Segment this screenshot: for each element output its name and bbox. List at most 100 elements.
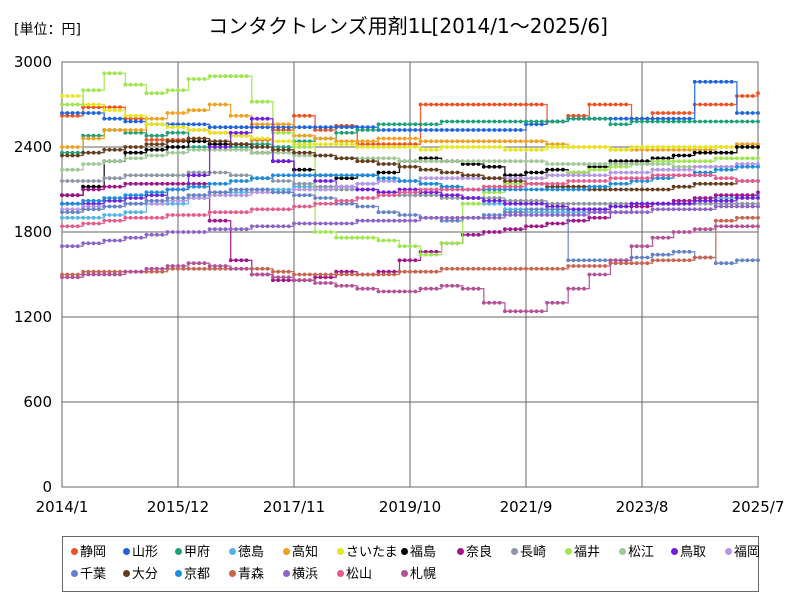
legend-marker-icon	[671, 548, 678, 555]
data-point	[666, 159, 671, 164]
data-point	[213, 264, 217, 268]
data-point	[91, 136, 96, 141]
data-point	[434, 139, 439, 144]
data-point	[497, 187, 502, 192]
data-point	[392, 156, 397, 161]
data-point	[539, 210, 544, 215]
data-point	[413, 179, 418, 183]
data-point	[750, 111, 755, 115]
data-point	[603, 145, 607, 149]
data-point	[460, 119, 465, 124]
data-point	[597, 116, 602, 121]
data-point	[318, 128, 323, 132]
data-point	[271, 147, 275, 152]
data-point	[202, 108, 207, 113]
data-point	[228, 210, 233, 215]
data-point	[682, 207, 687, 212]
data-point	[360, 286, 365, 291]
data-point	[471, 196, 476, 200]
data-point	[176, 213, 180, 217]
data-point	[371, 272, 375, 277]
data-point	[318, 201, 323, 206]
data-point	[666, 187, 671, 192]
data-point	[497, 230, 502, 234]
data-point	[344, 272, 349, 277]
y-tick-label: 3000	[14, 53, 52, 71]
data-point	[423, 249, 428, 254]
data-point	[292, 145, 296, 149]
data-point	[223, 125, 228, 130]
data-point	[650, 173, 655, 178]
data-point	[418, 269, 423, 274]
data-point	[476, 187, 481, 192]
data-point	[745, 145, 750, 149]
data-point	[202, 170, 207, 175]
data-point	[708, 255, 713, 260]
data-point	[439, 187, 444, 192]
data-point	[487, 102, 491, 107]
data-point	[75, 224, 80, 229]
data-point	[640, 210, 644, 215]
data-point	[619, 210, 623, 215]
data-point	[323, 275, 328, 280]
data-point	[371, 159, 375, 164]
data-point	[381, 162, 386, 166]
data-point	[497, 159, 502, 164]
data-point	[703, 164, 708, 169]
data-point	[234, 193, 238, 198]
data-point	[466, 159, 470, 164]
data-point	[729, 176, 734, 181]
data-point	[613, 116, 618, 121]
data-point	[750, 196, 755, 200]
data-point	[682, 258, 687, 263]
data-point	[70, 102, 75, 107]
data-point	[455, 266, 460, 271]
data-point	[413, 193, 418, 198]
data-point	[513, 139, 518, 144]
data-point	[756, 162, 760, 166]
data-point	[165, 130, 170, 135]
data-point	[408, 142, 412, 147]
data-point	[682, 145, 687, 149]
data-point	[624, 210, 629, 215]
data-point	[513, 201, 518, 206]
data-point	[408, 136, 412, 141]
data-point	[592, 201, 597, 206]
data-point	[423, 156, 428, 161]
data-point	[634, 162, 639, 166]
data-point	[745, 193, 750, 198]
data-point	[65, 193, 70, 198]
data-point	[128, 113, 133, 118]
data-point	[350, 176, 354, 181]
data-point	[70, 272, 75, 277]
data-point	[497, 119, 502, 124]
data-point	[371, 286, 375, 291]
data-point	[471, 162, 476, 166]
data-point	[724, 181, 729, 186]
data-point	[160, 215, 165, 220]
data-point	[112, 269, 117, 274]
data-point	[302, 221, 307, 226]
data-point	[566, 213, 571, 217]
data-point	[86, 215, 91, 220]
data-point	[123, 119, 128, 124]
data-point	[561, 184, 565, 189]
data-point	[392, 269, 397, 274]
data-point	[576, 187, 581, 192]
data-point	[661, 235, 665, 240]
data-point	[634, 201, 639, 206]
data-point	[677, 164, 681, 169]
data-point	[587, 184, 592, 189]
data-point	[439, 196, 444, 200]
data-point	[671, 164, 676, 169]
data-point	[202, 122, 207, 127]
data-point	[661, 173, 665, 178]
data-point	[666, 162, 671, 166]
data-point	[455, 145, 460, 149]
data-point	[160, 153, 165, 158]
data-point	[750, 162, 755, 166]
data-point	[634, 147, 639, 152]
data-point	[555, 187, 560, 192]
data-point	[281, 278, 286, 283]
data-point	[518, 227, 523, 232]
